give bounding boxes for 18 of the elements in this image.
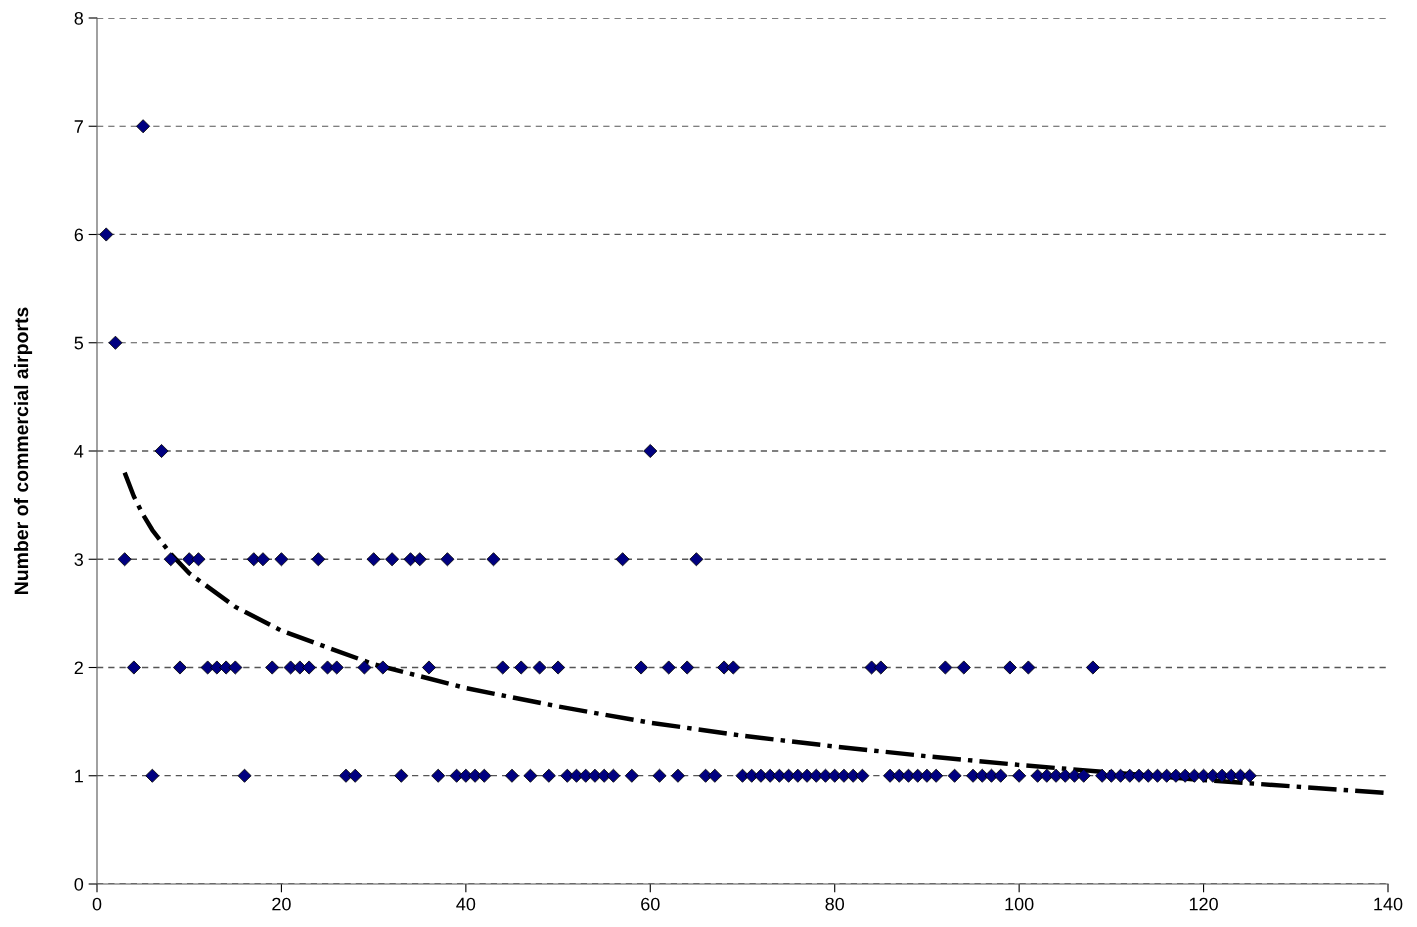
y-tick-label: 2 [74,661,83,675]
y-tick-label: 0 [74,877,84,891]
x-tick-label: 100 [1005,897,1034,911]
y-tick-label: 8 [74,11,84,25]
x-tick-label: 120 [1189,897,1218,911]
y-axis-title: Number of commercial airports [13,307,33,594]
y-tick-label: 3 [74,553,84,566]
x-tick-label: 40 [456,897,476,911]
x-tick-label: 20 [272,897,291,911]
y-tick-label: 4 [74,445,84,458]
y-tick-label: 5 [74,336,84,350]
y-tick-label: 7 [74,120,83,133]
x-tick-label: 80 [825,897,845,911]
y-tick-label: 6 [74,228,84,242]
y-tick-label: 1 [75,769,83,783]
x-tick-label: 60 [641,897,660,911]
x-tick-label: 0 [92,897,102,911]
x-tick-label: 140 [1374,897,1403,911]
